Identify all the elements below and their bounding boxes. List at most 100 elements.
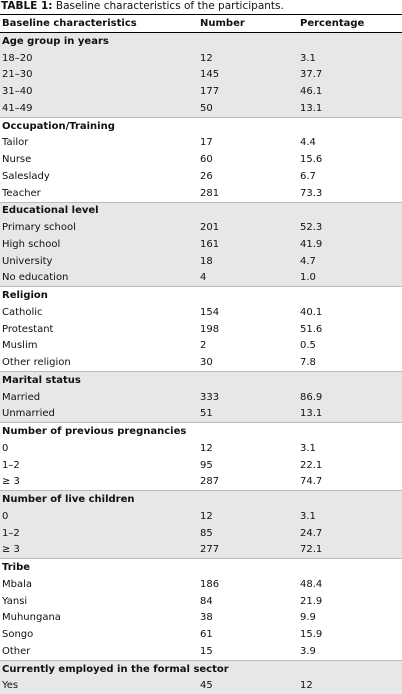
number-cell: 38 xyxy=(198,610,298,627)
section-title: Number of live children xyxy=(0,491,402,508)
percentage-cell: 24.7 xyxy=(298,525,402,542)
number-cell: 12 xyxy=(198,508,298,525)
row-label: 41–49 xyxy=(0,100,198,117)
percentage-cell: 6.7 xyxy=(298,168,402,185)
percentage-cell: 74.7 xyxy=(298,474,402,491)
percentage-cell: 51.6 xyxy=(298,321,402,338)
percentage-cell: 21.9 xyxy=(298,593,402,610)
row-label: High school xyxy=(0,236,198,253)
row-label: Unmarried xyxy=(0,406,198,423)
section-row: Number of live children xyxy=(0,491,402,508)
percentage-cell: 3.1 xyxy=(298,50,402,67)
row-label: 0 xyxy=(0,440,198,457)
row-label: Teacher xyxy=(0,185,198,202)
number-cell: 95 xyxy=(198,457,298,474)
table: Baseline characteristics Number Percenta… xyxy=(0,14,402,694)
number-cell: 50 xyxy=(198,100,298,117)
row-label: 1–2 xyxy=(0,525,198,542)
number-cell: 198 xyxy=(198,321,298,338)
row-label: Nurse xyxy=(0,151,198,168)
number-cell: 287 xyxy=(198,474,298,491)
percentage-cell: 52.3 xyxy=(298,219,402,236)
number-cell: 12 xyxy=(198,440,298,457)
section-title: Tribe xyxy=(0,559,402,576)
section-title: Age group in years xyxy=(0,33,402,50)
column-header: Percentage xyxy=(298,15,402,33)
percentage-cell: 13.1 xyxy=(298,100,402,117)
table-caption: TABLE 1: Baseline characteristics of the… xyxy=(0,0,402,14)
header-row: Baseline characteristics Number Percenta… xyxy=(0,15,402,33)
number-cell: 4 xyxy=(198,270,298,287)
percentage-cell: 1.0 xyxy=(298,270,402,287)
number-cell: 145 xyxy=(198,67,298,84)
number-cell: 2 xyxy=(198,338,298,355)
row-label: 31–40 xyxy=(0,83,198,100)
section-row: Religion xyxy=(0,287,402,304)
caption-text: Baseline characteristics of the particip… xyxy=(56,0,284,12)
row-label: Mbala xyxy=(0,576,198,593)
row-label: 0 xyxy=(0,508,198,525)
percentage-cell: 9.9 xyxy=(298,610,402,627)
row-label: Yes xyxy=(0,678,198,694)
number-cell: 85 xyxy=(198,525,298,542)
number-cell: 154 xyxy=(198,304,298,321)
percentage-cell: 7.8 xyxy=(298,354,402,371)
row-label: 1–2 xyxy=(0,457,198,474)
row-label: Yansi xyxy=(0,593,198,610)
number-cell: 18 xyxy=(198,253,298,270)
row-label: Other religion xyxy=(0,354,198,371)
percentage-cell: 15.6 xyxy=(298,151,402,168)
row-label: Protestant xyxy=(0,321,198,338)
percentage-cell: 15.9 xyxy=(298,626,402,643)
row-label: ≥ 3 xyxy=(0,542,198,559)
number-cell: 12 xyxy=(198,50,298,67)
percentage-cell: 3.1 xyxy=(298,508,402,525)
column-header: Baseline characteristics xyxy=(0,15,198,33)
number-cell: 61 xyxy=(198,626,298,643)
percentage-cell: 86.9 xyxy=(298,389,402,406)
number-cell: 277 xyxy=(198,542,298,559)
section-row: Tribe xyxy=(0,559,402,576)
row-label: 18–20 xyxy=(0,50,198,67)
column-header: Number xyxy=(198,15,298,33)
section-title: Religion xyxy=(0,287,402,304)
number-cell: 45 xyxy=(198,678,298,694)
percentage-cell: 4.4 xyxy=(298,135,402,152)
percentage-cell: 46.1 xyxy=(298,83,402,100)
section-row: Age group in years xyxy=(0,33,402,50)
row-label: Married xyxy=(0,389,198,406)
row-label: 21–30 xyxy=(0,67,198,84)
row-label: Tailor xyxy=(0,135,198,152)
row-label: University xyxy=(0,253,198,270)
row-label: ≥ 3 xyxy=(0,474,198,491)
number-cell: 177 xyxy=(198,83,298,100)
percentage-cell: 3.1 xyxy=(298,440,402,457)
number-cell: 30 xyxy=(198,354,298,371)
percentage-cell: 0.5 xyxy=(298,338,402,355)
row-label: No education xyxy=(0,270,198,287)
number-cell: 15 xyxy=(198,643,298,660)
section-title: Educational level xyxy=(0,202,402,219)
percentage-cell: 4.7 xyxy=(298,253,402,270)
percentage-cell: 72.1 xyxy=(298,542,402,559)
